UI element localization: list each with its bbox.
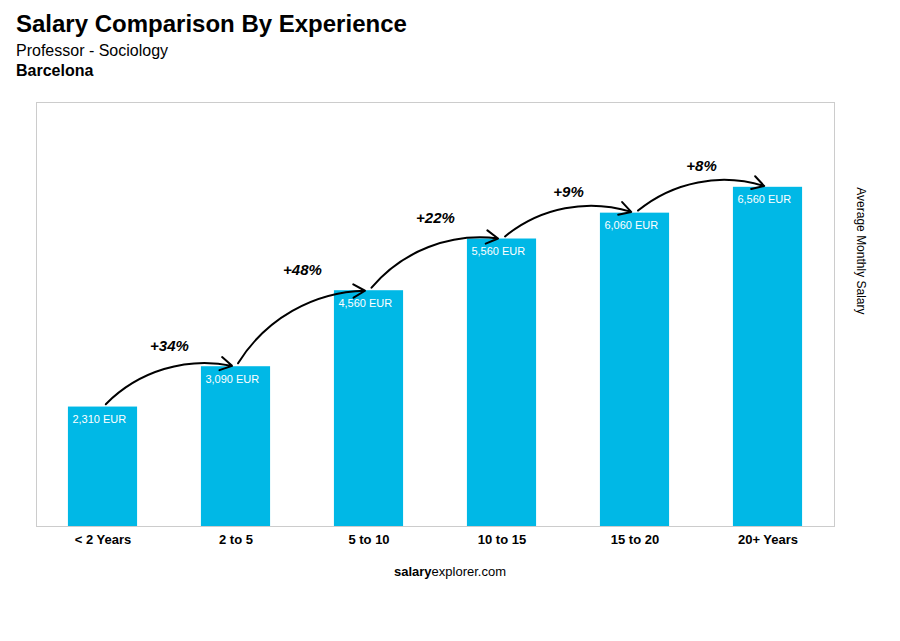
html-text:Salary Comparison By Experienc: Salary Comparison By Experience	[16, 10, 407, 37]
svg-text:Average Monthly Salary: Average Monthly Salary	[854, 187, 868, 314]
svg-text:+34%: +34%	[150, 337, 189, 354]
svg-text:3,090 EUR: 3,090 EUR	[205, 373, 259, 385]
svg-text:20+ Years: 20+ Years	[738, 532, 798, 547]
svg-text:+8%: +8%	[686, 157, 716, 174]
svg-text:+48%: +48%	[283, 261, 322, 278]
svg-text:2,310 EUR: 2,310 EUR	[72, 413, 126, 425]
svg-text:6,560 EUR: 6,560 EUR	[737, 193, 791, 205]
svg-text:< 2 Years: < 2 Years	[75, 532, 132, 547]
svg-text:10 to 15: 10 to 15	[478, 532, 526, 547]
html-text:salary explorer.com: salary explorer.com	[394, 564, 506, 579]
svg-text:15 to 20: 15 to 20	[611, 532, 659, 547]
svg-text:4,560 EUR: 4,560 EUR	[338, 297, 392, 309]
svg-text:6,060 EUR: 6,060 EUR	[604, 219, 658, 231]
svg-text:2 to 5: 2 to 5	[219, 532, 253, 547]
html-text:Professor - Sociology: Professor - Sociology	[16, 42, 169, 59]
html-text:Barcelona: Barcelona	[16, 62, 94, 79]
svg-text:+9%: +9%	[553, 183, 583, 200]
svg-text:5,560 EUR: 5,560 EUR	[471, 245, 525, 257]
svg-text:5 to 10: 5 to 10	[348, 532, 389, 547]
svg-text:+22%: +22%	[416, 209, 455, 226]
